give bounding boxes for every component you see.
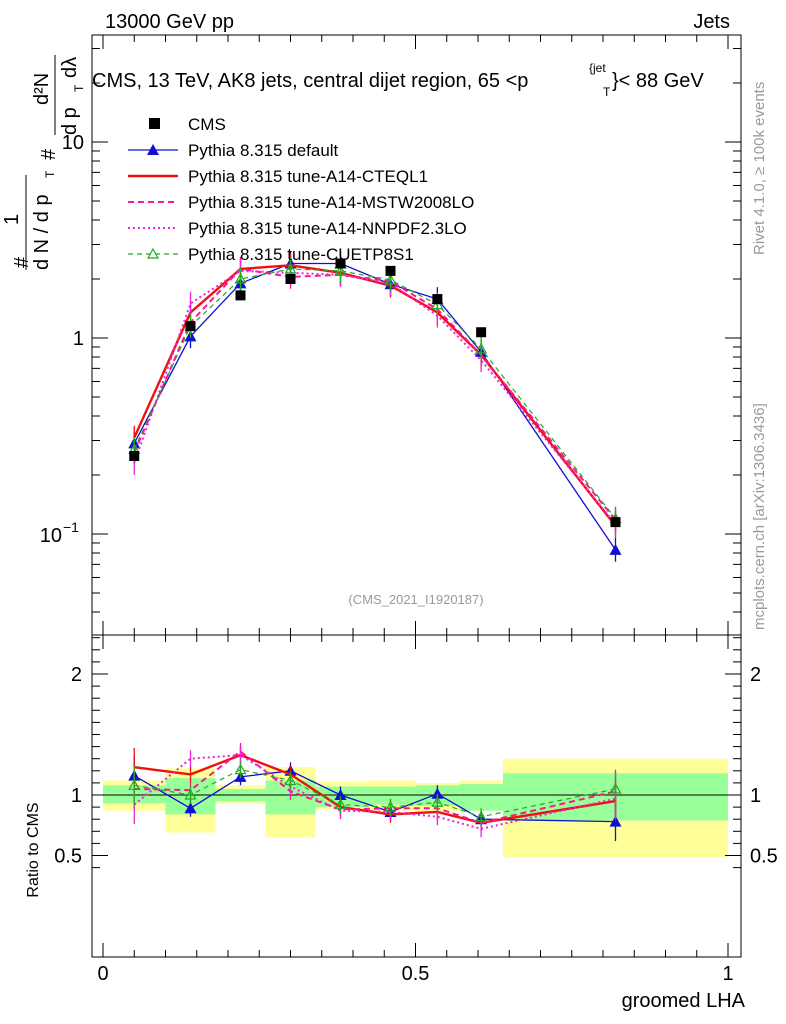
main-ytick-label-01-exp: −1 <box>63 519 79 535</box>
ratio-series-point <box>334 789 347 800</box>
ratio-series-point <box>431 787 444 799</box>
legend-label: Pythia 8.315 tune-A14-NNPDF2.3LO <box>188 219 467 238</box>
ratio-series-line <box>134 750 616 824</box>
main-series-point <box>334 264 347 276</box>
ratio-series-point <box>609 782 622 794</box>
main-data-point <box>476 327 487 338</box>
ratio-frame <box>91 634 742 958</box>
ylabel-dn: d N / d p <box>31 194 53 270</box>
ylabel-lambda: dλ <box>59 57 81 78</box>
main-ytick-label-1: 1 <box>73 328 84 350</box>
ratio-series-point <box>128 779 141 790</box>
ratio-series-point <box>184 788 197 800</box>
y-axis-label-ratio: Ratio to CMS <box>25 802 42 897</box>
main-data-point <box>235 290 246 301</box>
ratio-band-green <box>459 784 503 811</box>
main-title: CMS, 13 TeV, AK8 jets, central dijet reg… <box>92 70 528 92</box>
ratio-series-point <box>609 815 622 827</box>
ylabel-sub-t: T <box>43 170 57 178</box>
analysis-id: (CMS_2021_I1920187) <box>348 592 483 607</box>
y-axis-label-main: # 1 d N / d p T # d²N d p T dλ <box>1 55 86 270</box>
legend-marker-cms <box>149 118 160 129</box>
ylabel-sub-t-2: T <box>72 84 86 92</box>
x-tick-label: 0.5 <box>402 963 430 985</box>
ratio-ytick-label-left: 0.5 <box>54 846 82 868</box>
side-text-mcplots: mcplots.cern.ch [arXiv:1306.3436] <box>751 403 768 630</box>
ratio-series-point <box>475 810 488 822</box>
legend-label: Pythia 8.315 tune-A14-MSTW2008LO <box>188 193 474 212</box>
ylabel-hash-2: # <box>38 148 60 160</box>
main-ytick-label-01-base: 10 <box>40 525 62 547</box>
ratio-ytick-label-left: 2 <box>71 664 82 686</box>
legend-label: Pythia 8.315 tune-CUETP8S1 <box>188 245 414 264</box>
legend-label: CMS <box>188 115 226 134</box>
legend-label: Pythia 8.315 default <box>188 141 339 160</box>
main-ytick-label-10: 10 <box>62 132 84 154</box>
main-series-point <box>384 273 397 285</box>
main-data-point <box>610 517 621 528</box>
energy-label: 13000 GeV pp <box>105 11 234 33</box>
main-data-point <box>185 321 196 332</box>
ratio-series-point <box>284 774 297 786</box>
ratio-ytick-label-right: 0.5 <box>750 846 778 868</box>
ratio-plot-layer <box>92 742 741 858</box>
main-title-tail: }< 88 GeV <box>612 70 704 92</box>
main-series-point <box>234 272 247 284</box>
process-label: Jets <box>693 11 730 33</box>
main-series-point <box>431 298 444 310</box>
legend-marker <box>146 247 160 259</box>
ratio-ytick-label-right: 1 <box>750 785 761 807</box>
main-series-point <box>609 543 622 555</box>
x-tick-label: 0 <box>97 963 108 985</box>
x-axis-label: groomed LHA <box>622 990 746 1012</box>
ratio-band-green <box>365 786 416 805</box>
ratio-series-point <box>234 763 247 775</box>
main-series-point <box>284 262 297 274</box>
main-title-sub: T <box>603 85 611 99</box>
ylabel-denominator: d p <box>59 107 81 135</box>
ratio-ytick-label-right: 2 <box>750 664 761 686</box>
main-data-point <box>285 273 296 284</box>
ratio-panel: 0 0.5 1 2 2 1 1 0.5 0.5 <box>54 634 778 985</box>
ratio-series-point <box>384 800 397 812</box>
main-data-point <box>129 451 140 462</box>
main-series-point <box>475 342 488 354</box>
ratio-ytick-label-left: 1 <box>71 785 82 807</box>
x-tick-label: 1 <box>722 963 733 985</box>
legend: CMS Pythia 8.315 default Pythia 8.315 tune… <box>128 115 474 264</box>
ratio-series-point <box>334 798 347 810</box>
main-title-sup: {jet <box>589 61 606 75</box>
legend-marker <box>147 144 159 155</box>
ylabel-one: 1 <box>1 214 23 225</box>
main-series-line <box>133 268 616 519</box>
main-data-point <box>432 294 443 305</box>
main-data-point <box>335 258 346 269</box>
ratio-series-point <box>431 796 444 807</box>
main-series-line <box>133 267 617 521</box>
main-plot-layer <box>128 251 622 562</box>
main-data-point <box>385 265 396 276</box>
legend-label: Pythia 8.315 tune-A14-CTEQL1 <box>188 167 428 186</box>
ratio-axes: 0 0.5 1 2 2 1 1 0.5 0.5 <box>54 635 778 985</box>
side-text-rivet: Rivet 4.1.0, ≥ 100k events <box>751 82 768 255</box>
ylabel-numerator: d²N <box>31 73 53 105</box>
ratio-series-point <box>184 802 197 814</box>
ylabel-hash-1: # <box>11 256 33 268</box>
main-series-line <box>133 269 617 525</box>
